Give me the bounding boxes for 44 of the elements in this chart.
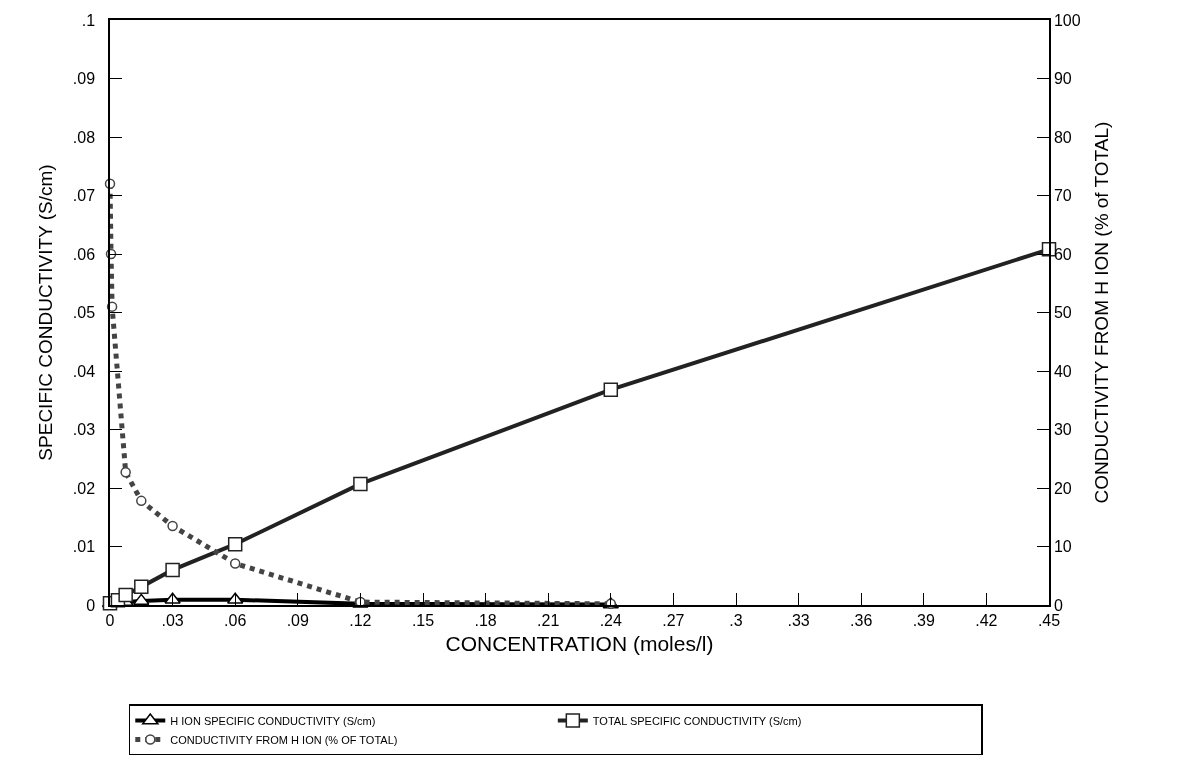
y2-tick-label: 100 — [1053, 11, 1081, 29]
y2-tick-label: 30 — [1053, 421, 1072, 439]
x-tick-label: .45 — [1037, 611, 1061, 629]
x-tick-label: .27 — [662, 611, 685, 629]
y-tick-label: .09 — [72, 70, 96, 88]
y-axis-title: SPECIFIC CONDUCTIVITY (S/cm) — [35, 164, 57, 461]
y2-tick-label: 80 — [1053, 128, 1072, 146]
y-tick-label: .01 — [72, 538, 96, 556]
y-tick-label: .1 — [81, 11, 96, 29]
y-tick-label: .02 — [72, 479, 96, 497]
y-tick-label: .04 — [72, 362, 96, 380]
x-tick-label: .06 — [224, 611, 247, 629]
x-tick-label: .18 — [474, 611, 497, 629]
x-tick-label: .3 — [729, 611, 743, 629]
y2-tick-label: 10 — [1053, 538, 1072, 556]
x-tick-label: .39 — [912, 611, 936, 629]
x-axis-title: CONCENTRATION (moles/l) — [445, 631, 714, 655]
legend-label: H ION SPECIFIC CONDUCTIVITY (S/cm) — [170, 714, 376, 727]
y-tick-label: .06 — [72, 245, 96, 263]
x-tick-label: .33 — [787, 611, 810, 629]
y-tick-label: .05 — [72, 304, 96, 322]
y2-tick-label: 70 — [1053, 187, 1072, 205]
y2-tick-label: 0 — [1053, 596, 1063, 614]
y2-tick-label: 60 — [1053, 245, 1072, 263]
y-tick-label: .07 — [72, 187, 96, 205]
y2-axis-title: CONDUCTIVITY FROM H ION (% of TOTAL) — [1091, 121, 1113, 504]
x-tick-label: .03 — [161, 611, 184, 629]
x-tick-label: .24 — [599, 611, 623, 629]
x-tick-label: .36 — [850, 611, 873, 629]
legend-label: TOTAL SPECIFIC CONDUCTIVITY (S/cm) — [592, 714, 802, 727]
y2-tick-label: 50 — [1053, 304, 1072, 322]
y2-tick-label: 20 — [1053, 479, 1072, 497]
y2-tick-label: 40 — [1053, 362, 1072, 380]
x-tick-label: .15 — [411, 611, 435, 629]
x-tick-label: .21 — [537, 611, 560, 629]
legend-label: CONDUCTIVITY FROM H ION (% OF TOTAL) — [170, 733, 398, 746]
y-tick-label: 0 — [86, 596, 96, 614]
x-tick-label: .42 — [975, 611, 998, 629]
y2-tick-label: 90 — [1053, 70, 1072, 88]
x-tick-label: .12 — [349, 611, 372, 629]
x-tick-label: .09 — [286, 611, 310, 629]
x-tick-label: 0 — [105, 611, 115, 629]
y-tick-label: .03 — [72, 421, 96, 439]
y-tick-label: .08 — [72, 128, 96, 146]
